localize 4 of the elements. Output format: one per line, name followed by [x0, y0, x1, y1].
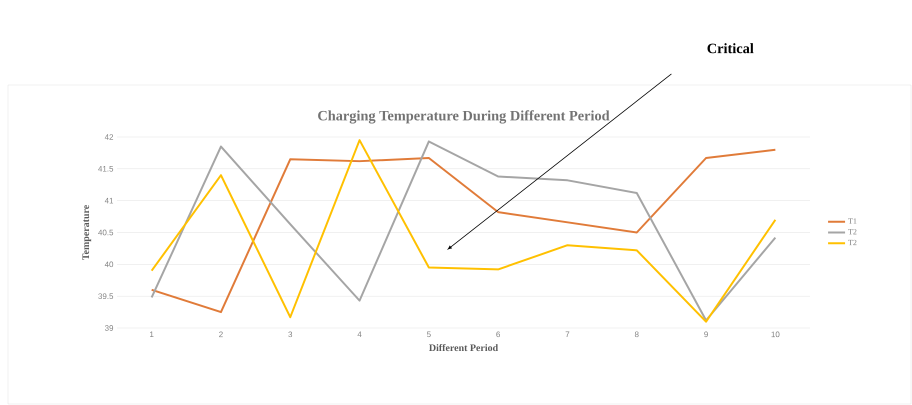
y-axis-title: Temperature — [82, 205, 92, 260]
text: Critical — [708, 43, 754, 54]
chart-title: Charging Temperature During Different Period — [318, 110, 610, 124]
x-axis-title: Different Period — [429, 344, 498, 352]
